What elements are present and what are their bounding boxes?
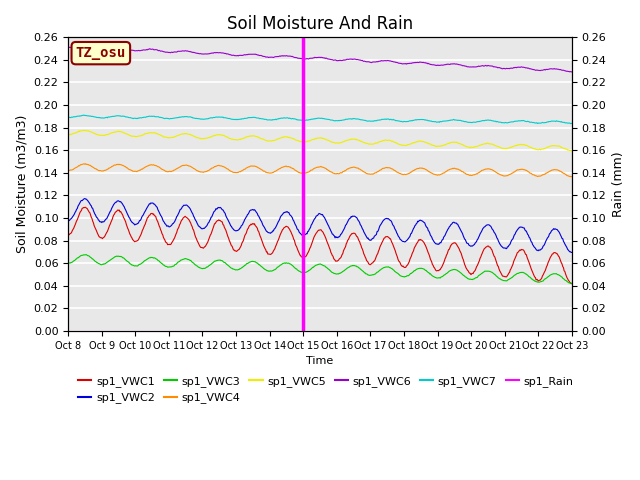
Y-axis label: Rain (mm): Rain (mm) [612, 151, 625, 217]
Legend: sp1_VWC1, sp1_VWC2, sp1_VWC3, sp1_VWC4, sp1_VWC5, sp1_VWC6, sp1_VWC7, sp1_Rain: sp1_VWC1, sp1_VWC2, sp1_VWC3, sp1_VWC4, … [74, 372, 578, 408]
Title: Soil Moisture And Rain: Soil Moisture And Rain [227, 15, 413, 33]
X-axis label: Time: Time [307, 356, 333, 366]
Y-axis label: Soil Moisture (m3/m3): Soil Moisture (m3/m3) [15, 115, 28, 253]
Text: TZ_osu: TZ_osu [76, 46, 126, 60]
